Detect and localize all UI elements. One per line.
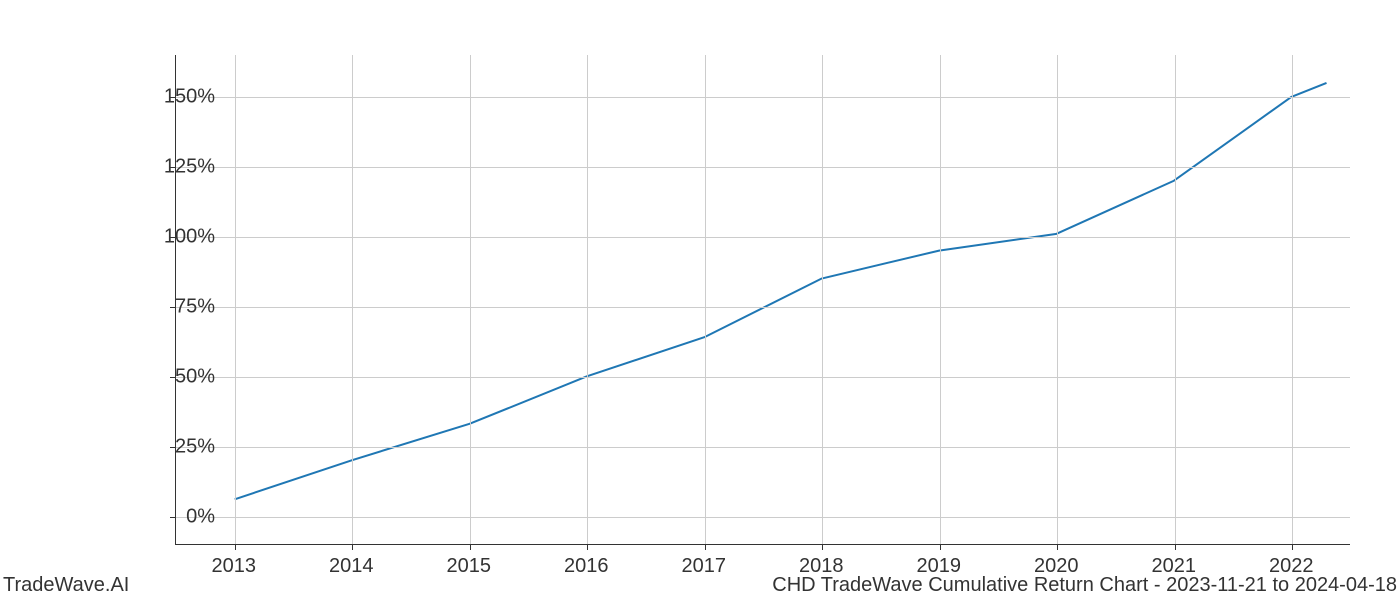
gridline-vertical <box>705 55 706 544</box>
series-line-cumulative-return <box>235 83 1327 499</box>
gridline-vertical <box>235 55 236 544</box>
gridline-horizontal <box>176 97 1350 98</box>
x-tick-label: 2018 <box>799 555 844 578</box>
x-tick-mark <box>352 544 353 550</box>
gridline-vertical <box>1057 55 1058 544</box>
x-tick-label: 2014 <box>329 555 374 578</box>
gridline-horizontal <box>176 307 1350 308</box>
y-tick-mark <box>170 517 176 518</box>
gridline-horizontal <box>176 377 1350 378</box>
x-tick-label: 2021 <box>1152 555 1197 578</box>
y-tick-label: 75% <box>175 296 215 319</box>
gridline-vertical <box>940 55 941 544</box>
y-tick-label: 125% <box>164 156 215 179</box>
x-tick-mark <box>1175 544 1176 550</box>
x-tick-mark <box>940 544 941 550</box>
y-tick-label: 150% <box>164 86 215 109</box>
gridline-vertical <box>352 55 353 544</box>
y-tick-label: 100% <box>164 226 215 249</box>
x-tick-label: 2015 <box>447 555 492 578</box>
y-tick-label: 25% <box>175 436 215 459</box>
x-tick-mark <box>822 544 823 550</box>
gridline-vertical <box>822 55 823 544</box>
gridline-horizontal <box>176 517 1350 518</box>
x-tick-label: 2020 <box>1034 555 1079 578</box>
gridline-vertical <box>587 55 588 544</box>
plot-box <box>175 55 1350 545</box>
footer-brand: TradeWave.AI <box>3 574 129 597</box>
gridline-vertical <box>470 55 471 544</box>
gridline-vertical <box>1292 55 1293 544</box>
x-tick-label: 2019 <box>917 555 962 578</box>
gridline-horizontal <box>176 167 1350 168</box>
x-tick-mark <box>1292 544 1293 550</box>
x-tick-mark <box>1057 544 1058 550</box>
chart-plot-area <box>175 55 1350 545</box>
x-tick-mark <box>470 544 471 550</box>
x-tick-mark <box>705 544 706 550</box>
x-tick-label: 2016 <box>564 555 609 578</box>
y-tick-label: 50% <box>175 366 215 389</box>
x-tick-label: 2013 <box>212 555 257 578</box>
x-tick-label: 2017 <box>682 555 727 578</box>
gridline-vertical <box>1175 55 1176 544</box>
x-tick-mark <box>587 544 588 550</box>
gridline-horizontal <box>176 447 1350 448</box>
y-tick-label: 0% <box>186 506 215 529</box>
x-tick-mark <box>235 544 236 550</box>
x-tick-label: 2022 <box>1269 555 1314 578</box>
gridline-horizontal <box>176 237 1350 238</box>
